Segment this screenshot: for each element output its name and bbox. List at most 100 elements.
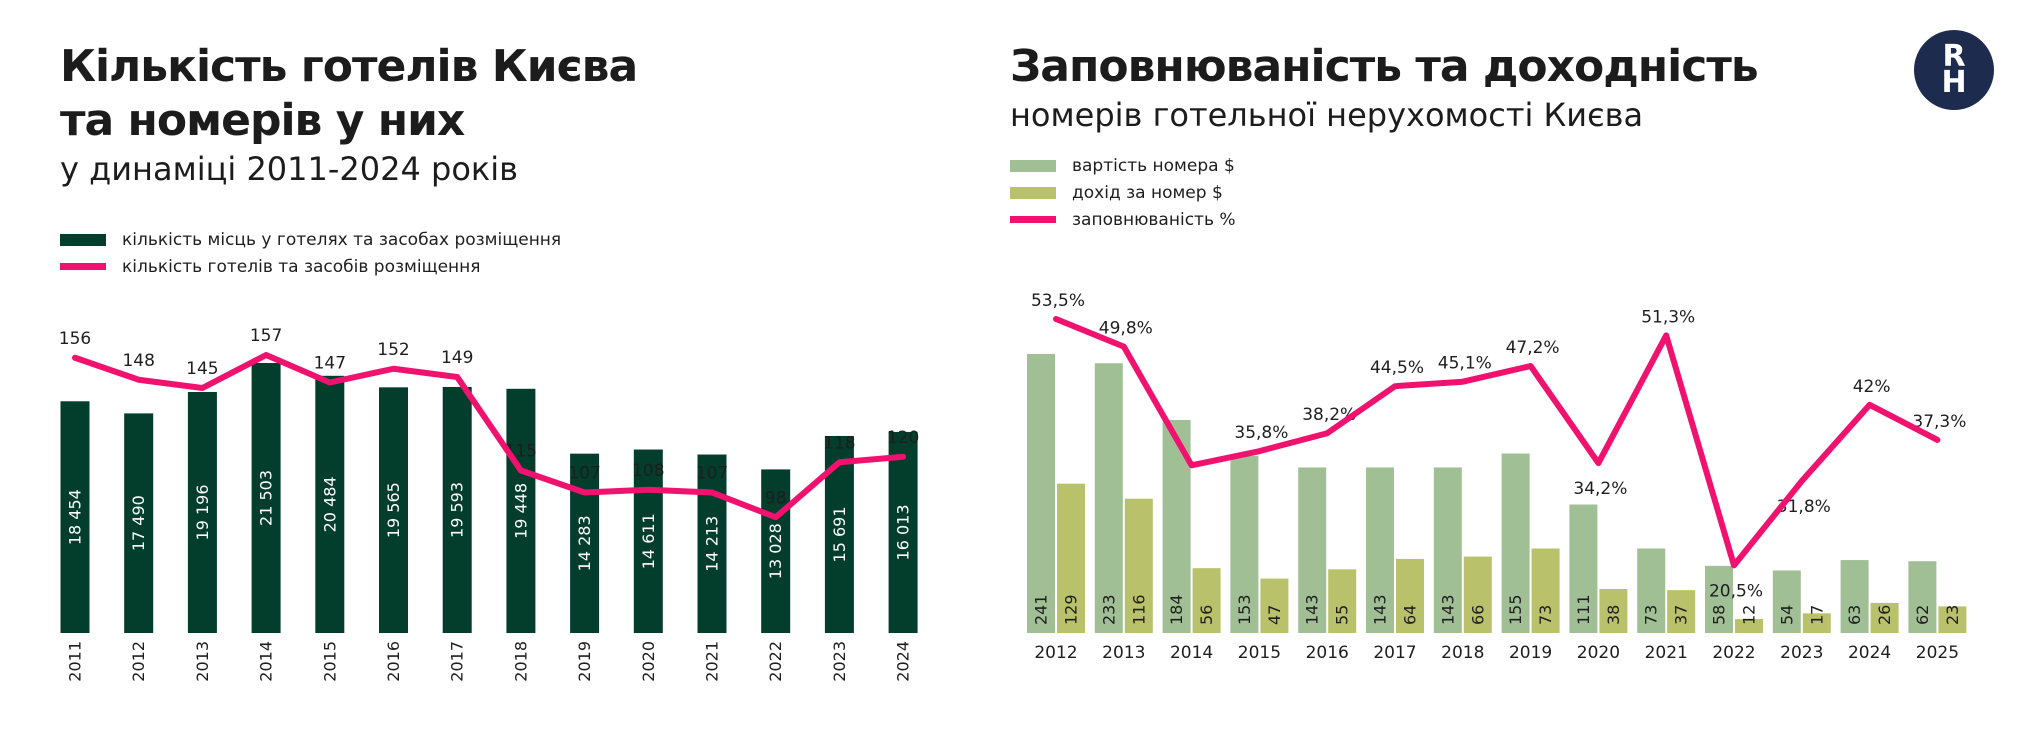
- hotels-value-label-2022: 98: [765, 488, 787, 508]
- x-tick-label-2017: 2017: [448, 641, 467, 682]
- occupancy-label-2022: 20,5%: [1709, 581, 1763, 601]
- places-bar-label-2021: 14 213: [703, 516, 722, 572]
- hotels-value-label-2017: 149: [441, 348, 473, 368]
- legend-swatch-light-green: [1010, 159, 1056, 172]
- room-price-label-2021: 73: [1642, 605, 1661, 625]
- x-tick-label-2023: 2023: [830, 641, 849, 682]
- hotels-value-label-2019: 107: [568, 464, 600, 484]
- revpar-bar-2022: [1735, 619, 1763, 633]
- occupancy-label-2024: 42%: [1853, 377, 1891, 397]
- places-bar-label-2017: 19 593: [448, 482, 467, 538]
- places-bar-2019: [570, 453, 600, 633]
- hotels-value-label-2016: 152: [377, 340, 409, 360]
- x-tick-label-2011: 2011: [66, 641, 85, 682]
- x-tick-label-2014: 2014: [257, 641, 276, 682]
- logo-letter-h: H: [1941, 65, 1967, 100]
- places-bar-label-2024: 16 013: [894, 504, 913, 560]
- revpar-bar-2023: [1802, 613, 1831, 633]
- rh-logo: R H: [1914, 30, 1994, 110]
- x-tick-label-2013: 2013: [193, 641, 212, 682]
- revpar-bar-2016: [1328, 569, 1357, 633]
- places-bar-2017: [442, 386, 472, 633]
- left-title-line2: та номерів у них: [60, 95, 465, 146]
- places-bar-label-2022: 13 028: [766, 523, 785, 579]
- room-price-bar-2017: [1366, 467, 1394, 633]
- room-price-label-2020: 111: [1574, 594, 1593, 625]
- room-price-bar-2024: [1840, 560, 1869, 633]
- hotels-value-label-2011: 156: [59, 329, 91, 349]
- legend-item-hotels: кількість готелів та засобів розміщення: [60, 253, 561, 280]
- places-bar-2020: [633, 449, 663, 633]
- legend-label-revpar: дохід за номер $: [1072, 182, 1223, 203]
- x-tick-label-2015: 2015: [320, 641, 339, 682]
- x-tick-label-right-2021: 2021: [1645, 643, 1688, 663]
- room-price-bar-2015: [1230, 455, 1259, 633]
- room-price-bar-2021: [1637, 548, 1666, 633]
- places-bar-2022: [761, 469, 791, 633]
- x-tick-label-right-2012: 2012: [1034, 643, 1077, 663]
- x-tick-label-right-2016: 2016: [1306, 643, 1349, 663]
- places-bar-label-2013: 19 196: [193, 484, 212, 540]
- hotels-value-label-2020: 108: [632, 461, 664, 481]
- revpar-bar-2012: [1057, 483, 1085, 633]
- occupancy-label-2023: 31,8%: [1777, 497, 1831, 517]
- room-price-label-2014: 184: [1167, 594, 1186, 625]
- hotels-value-label-2021: 107: [696, 464, 728, 484]
- legend-item-revpar: дохід за номер $: [1010, 179, 1236, 206]
- legend-swatch-olive: [1010, 186, 1056, 199]
- x-tick-label-2020: 2020: [639, 641, 658, 682]
- places-bar-2023: [824, 435, 854, 633]
- room-price-label-2023: 54: [1777, 605, 1796, 625]
- places-bar-2015: [315, 375, 345, 633]
- x-tick-label-2018: 2018: [511, 641, 530, 682]
- x-tick-label-right-2013: 2013: [1102, 643, 1145, 663]
- room-price-bar-2013: [1094, 363, 1123, 633]
- x-tick-label-2021: 2021: [703, 641, 722, 682]
- hotels-value-label-2013: 145: [186, 359, 218, 379]
- room-price-label-2016: 143: [1303, 594, 1322, 625]
- occupancy-label-2016: 38,2%: [1302, 405, 1356, 425]
- revpar-bar-2018: [1463, 556, 1492, 633]
- revpar-bar-2014: [1192, 568, 1221, 633]
- x-tick-label-right-2023: 2023: [1780, 643, 1823, 663]
- room-price-bar-2020: [1569, 504, 1598, 633]
- revpar-label-2020: 38: [1604, 605, 1623, 625]
- x-tick-label-right-2025: 2025: [1916, 643, 1959, 663]
- legend-item-occupancy: заповнюваність %: [1010, 206, 1236, 233]
- revpar-bar-2017: [1396, 558, 1424, 633]
- legend-swatch-pink-right: [1010, 216, 1056, 223]
- places-bar-label-2012: 17 490: [129, 495, 148, 551]
- x-tick-label-right-2015: 2015: [1238, 643, 1281, 663]
- revpar-label-2017: 64: [1401, 605, 1420, 625]
- revpar-label-2014: 56: [1197, 605, 1216, 625]
- revpar-label-2013: 116: [1129, 594, 1148, 625]
- legend-label-places: кількість місць у готелях та засобах роз…: [122, 229, 562, 250]
- x-tick-label-2024: 2024: [894, 641, 913, 682]
- revpar-label-2018: 66: [1468, 605, 1487, 625]
- x-tick-label-2016: 2016: [384, 641, 403, 682]
- x-tick-label-2019: 2019: [575, 641, 594, 682]
- occupancy-label-2017: 44,5%: [1370, 358, 1424, 378]
- right-legend: вартість номера $ дохід за номер $ запов…: [1010, 152, 1236, 233]
- room-price-label-2022: 58: [1710, 605, 1729, 625]
- occupancy-line: [1053, 316, 1941, 569]
- legend-swatch-pink: [60, 263, 106, 270]
- places-bar-2012: [124, 413, 154, 633]
- places-bar-2016: [379, 387, 408, 633]
- legend-item-room-price: вартість номера $: [1010, 152, 1236, 179]
- left-legend: кількість місць у готелях та засобах роз…: [60, 226, 561, 280]
- places-bar-label-2023: 15 691: [830, 506, 849, 562]
- revpar-label-2025: 23: [1943, 605, 1962, 625]
- places-bar-label-2020: 14 611: [639, 513, 658, 569]
- revpar-label-2022: 12: [1740, 605, 1759, 625]
- occupancy-label-2020: 34,2%: [1573, 479, 1627, 499]
- x-tick-label-right-2024: 2024: [1848, 643, 1891, 663]
- right-chart-subtitle: номерів готельної нерухомості Києва: [1010, 96, 1644, 134]
- room-price-label-2015: 153: [1235, 594, 1254, 625]
- left-title-line1: Кількість готелів Києва: [60, 41, 638, 92]
- revpar-bar-2019: [1531, 548, 1560, 633]
- room-price-bar-2016: [1298, 467, 1327, 633]
- room-price-bar-2022: [1705, 565, 1733, 633]
- x-tick-label-right-2019: 2019: [1509, 643, 1552, 663]
- places-bar-2024: [888, 431, 918, 633]
